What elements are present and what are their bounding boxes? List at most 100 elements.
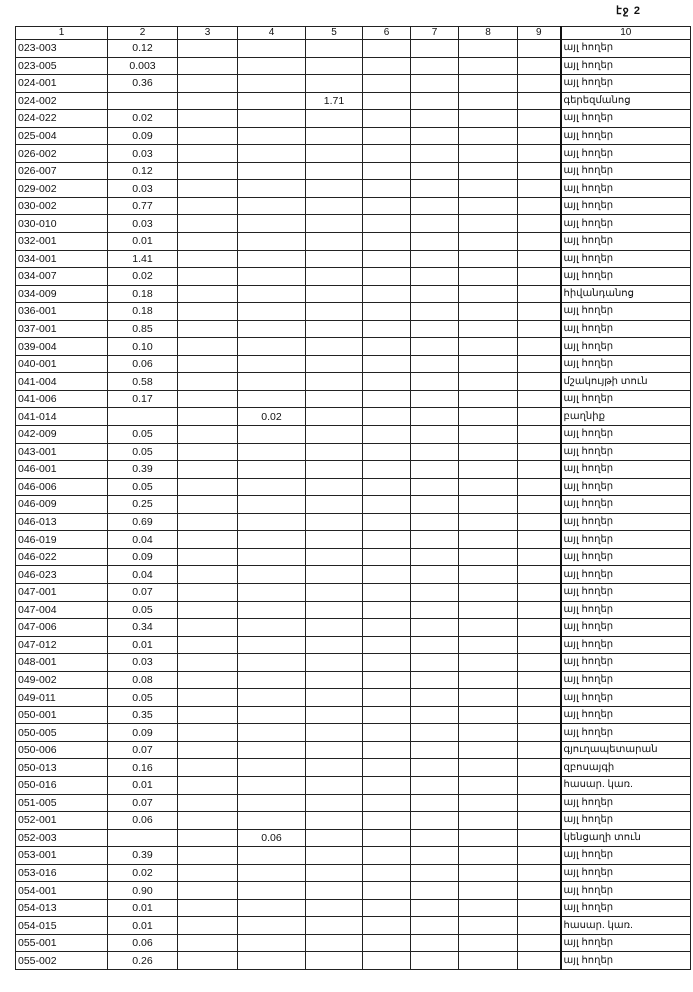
area-cell bbox=[237, 933, 306, 953]
area-cell bbox=[458, 653, 518, 672]
area-cell bbox=[517, 161, 562, 181]
table-row: 041-004 0.58 մշակույթի տուն bbox=[15, 372, 691, 391]
area-cell bbox=[458, 565, 518, 584]
area-cell bbox=[177, 881, 238, 900]
table-row: 054-001 0.90 այլ հողեր bbox=[15, 881, 691, 900]
land-use-cell: այլ հողեր bbox=[560, 74, 691, 93]
area-cell bbox=[410, 705, 459, 725]
area-cell bbox=[410, 425, 459, 444]
land-use-cell: այլ հողեր bbox=[560, 863, 691, 883]
parcel-code-cell: 023-003 bbox=[15, 39, 108, 58]
area-cell bbox=[517, 863, 562, 883]
area-cell: 0.09 bbox=[107, 723, 178, 742]
table-row: 039-004 0.10 այլ հողեր bbox=[15, 337, 691, 356]
area-cell: 0.25 bbox=[107, 495, 178, 514]
area-cell bbox=[305, 56, 363, 76]
area-cell bbox=[362, 144, 411, 163]
area-cell bbox=[177, 705, 238, 725]
area-cell bbox=[237, 179, 306, 198]
area-cell bbox=[517, 267, 562, 286]
parcel-code-cell: 025-004 bbox=[15, 126, 108, 146]
area-cell bbox=[458, 442, 518, 462]
table-row: 030-010 0.03 այլ հողեր bbox=[15, 214, 691, 234]
area-cell bbox=[177, 39, 238, 58]
area-cell bbox=[237, 758, 306, 777]
area-cell bbox=[362, 354, 411, 374]
area-cell bbox=[362, 512, 411, 532]
area-cell bbox=[410, 933, 459, 953]
area-cell bbox=[237, 547, 306, 567]
table-row: 047-006 0.34 այլ հողեր bbox=[15, 618, 691, 637]
area-cell bbox=[362, 635, 411, 655]
area-cell bbox=[362, 56, 411, 76]
area-cell bbox=[362, 319, 411, 339]
area-cell bbox=[458, 582, 518, 602]
area-cell bbox=[305, 232, 363, 251]
area-cell bbox=[458, 249, 518, 269]
area-cell bbox=[458, 635, 518, 655]
land-use-cell: գերեզմանոց bbox=[560, 91, 691, 111]
area-cell bbox=[458, 56, 518, 76]
land-use-cell: այլ հողեր bbox=[560, 442, 691, 462]
area-cell bbox=[410, 319, 459, 339]
area-cell bbox=[410, 144, 459, 163]
area-cell bbox=[177, 407, 238, 427]
table-row: 049-011 0.05 այլ հողեր bbox=[15, 688, 691, 707]
area-cell: 0.05 bbox=[107, 477, 178, 497]
land-use-cell: զբոսայգի bbox=[560, 758, 691, 777]
area-cell: 0.39 bbox=[107, 846, 178, 865]
area-cell: 0.03 bbox=[107, 144, 178, 163]
area-cell bbox=[177, 302, 238, 321]
parcel-code-cell: 046-019 bbox=[15, 530, 108, 549]
area-cell bbox=[458, 495, 518, 514]
area-cell: 0.36 bbox=[107, 74, 178, 93]
area-cell bbox=[177, 179, 238, 198]
area-cell bbox=[517, 688, 562, 707]
table-row: 046-022 0.09 այլ հողեր bbox=[15, 547, 691, 567]
parcel-code-cell: 047-001 bbox=[15, 582, 108, 602]
parcel-code-cell: 050-016 bbox=[15, 775, 108, 795]
parcel-code-cell: 030-002 bbox=[15, 196, 108, 216]
area-cell bbox=[237, 460, 306, 479]
parcel-code-cell: 053-016 bbox=[15, 863, 108, 883]
area-cell: 0.05 bbox=[107, 442, 178, 462]
parcel-code-cell: 054-013 bbox=[15, 898, 108, 918]
table-row: 051-005 0.07 այլ հողեր bbox=[15, 793, 691, 813]
area-cell bbox=[362, 618, 411, 637]
area-cell bbox=[237, 389, 306, 409]
area-cell bbox=[237, 530, 306, 549]
table-row: 024-002 1.71 գերեզմանոց bbox=[15, 91, 691, 111]
table-row: 053-016 0.02 այլ հողեր bbox=[15, 863, 691, 883]
parcel-code-cell: 024-002 bbox=[15, 91, 108, 111]
area-cell bbox=[517, 705, 562, 725]
land-use-cell: այլ հողեր bbox=[560, 653, 691, 672]
parcel-code-cell: 037-001 bbox=[15, 319, 108, 339]
area-cell bbox=[237, 495, 306, 514]
area-cell: 0.05 bbox=[107, 425, 178, 444]
area-cell bbox=[177, 740, 238, 760]
area-cell: 0.01 bbox=[107, 232, 178, 251]
land-use-cell: այլ հողեր bbox=[560, 793, 691, 813]
area-cell: 0.02 bbox=[107, 109, 178, 128]
table-row: 050-005 0.09 այլ հողեր bbox=[15, 723, 691, 742]
area-cell bbox=[458, 425, 518, 444]
parcel-code-cell: 050-005 bbox=[15, 723, 108, 742]
area-cell bbox=[237, 196, 306, 216]
area-cell bbox=[177, 512, 238, 532]
area-cell bbox=[517, 635, 562, 655]
area-cell bbox=[410, 249, 459, 269]
area-cell bbox=[410, 775, 459, 795]
area-cell bbox=[410, 232, 459, 251]
area-cell bbox=[517, 670, 562, 690]
parcel-code-cell: 032-001 bbox=[15, 232, 108, 251]
column-header: 4 bbox=[237, 26, 306, 40]
table-row: 029-002 0.03 այլ հողեր bbox=[15, 179, 691, 198]
area-cell: 0.16 bbox=[107, 758, 178, 777]
area-cell bbox=[517, 232, 562, 251]
area-cell bbox=[458, 179, 518, 198]
table-row: 049-002 0.08 այլ հողեր bbox=[15, 670, 691, 690]
area-cell bbox=[305, 389, 363, 409]
area-cell bbox=[458, 39, 518, 58]
area-cell bbox=[305, 372, 363, 391]
area-cell bbox=[305, 846, 363, 865]
